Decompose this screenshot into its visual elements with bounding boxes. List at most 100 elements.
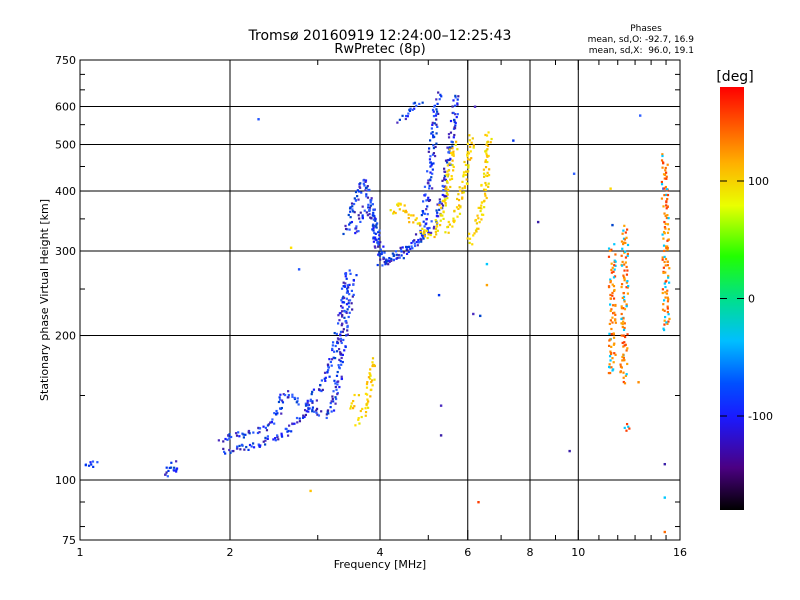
data-point-o (372, 214, 375, 217)
data-point-o (443, 178, 446, 181)
data-point-o (252, 431, 255, 434)
data-point-o (379, 241, 382, 244)
data-point-o (228, 433, 231, 436)
data-point-o (413, 239, 416, 242)
data-point-o (423, 185, 427, 188)
data-point-o (439, 404, 443, 407)
data-point-o (420, 214, 423, 217)
data-point-scattered (626, 347, 629, 350)
data-point-o (436, 203, 439, 206)
data-point-o (447, 163, 451, 166)
data-point-o (446, 158, 449, 162)
data-point-o (320, 379, 323, 382)
data-point-scattered (662, 299, 666, 302)
data-point-o (303, 409, 307, 412)
data-point-x (364, 410, 368, 414)
data-point-scattered (622, 241, 626, 244)
data-point-o (342, 281, 345, 284)
data-point-o (238, 435, 241, 438)
data-point-o (352, 283, 355, 286)
data-point-x (484, 194, 487, 197)
data-point-scattered (608, 355, 612, 358)
data-point-x (461, 196, 464, 199)
data-point-o (366, 185, 369, 188)
data-point-o (417, 241, 420, 244)
data-point-o (338, 351, 342, 354)
data-point-o (430, 164, 433, 167)
data-point-o (429, 165, 432, 168)
data-point-o (432, 110, 435, 113)
data-point-x (452, 165, 455, 169)
data-point-scattered (664, 185, 667, 189)
data-point-o (92, 465, 95, 468)
data-point-o (224, 452, 227, 455)
data-point-o (342, 301, 346, 304)
data-point-scattered (613, 352, 616, 355)
data-point-scattered (625, 281, 628, 284)
chart-title: Tromsø 20160919 12:24:00–12:25:43 (248, 28, 512, 44)
data-point-o (368, 206, 372, 209)
data-point-x (471, 243, 474, 246)
data-point-x (473, 232, 476, 235)
data-point-o (373, 231, 376, 235)
data-point-o (226, 438, 229, 441)
data-point-scattered (623, 382, 627, 385)
x-tick-label: 4 (377, 546, 384, 559)
data-point-x (433, 235, 436, 239)
data-point-o (341, 301, 344, 304)
data-point-o (309, 398, 312, 401)
data-point-x (446, 226, 449, 229)
data-point-o (349, 272, 352, 275)
data-point-x (445, 180, 449, 183)
colorbar-tick-label: -100 (748, 410, 773, 423)
data-point-o (378, 234, 381, 237)
data-point-scattered (666, 248, 669, 251)
data-point-scattered (664, 280, 667, 283)
data-point-o (280, 399, 284, 402)
data-point-o (453, 133, 456, 137)
data-point-x (349, 407, 352, 410)
data-point-o (449, 157, 452, 160)
data-point-o (431, 121, 434, 124)
data-point-o (331, 395, 334, 398)
data-point-o (346, 329, 349, 332)
data-point-o (388, 256, 391, 260)
data-point-o (432, 114, 436, 118)
data-point-x (357, 417, 360, 420)
data-point-o (341, 297, 344, 300)
data-point-scattered (625, 422, 629, 426)
data-point-o (234, 432, 238, 435)
data-point-o (431, 123, 434, 127)
data-point-o (340, 299, 343, 302)
data-point-scattered (661, 258, 664, 261)
data-point-o (382, 257, 385, 261)
data-point-o (298, 417, 301, 420)
data-point-o (364, 189, 367, 192)
data-point-x (466, 153, 469, 156)
data-point-o (274, 439, 277, 442)
data-point-o (430, 176, 433, 179)
data-point-x (456, 197, 459, 201)
data-point-o (288, 424, 291, 427)
data-point-o (340, 377, 344, 380)
data-point-o (385, 260, 389, 263)
data-point-scattered (611, 291, 614, 295)
data-point-o (448, 158, 451, 162)
data-point-o (363, 209, 366, 212)
data-point-o (277, 400, 281, 404)
data-point-o (262, 425, 265, 428)
data-point-x (427, 233, 430, 236)
data-point-scattered (661, 288, 665, 291)
data-point-scattered (664, 291, 667, 294)
data-point-o (479, 314, 482, 318)
data-point-o (252, 446, 256, 449)
data-point-o (295, 416, 299, 420)
data-point-x (477, 227, 480, 230)
data-point-o (344, 320, 347, 323)
data-point-o (359, 182, 362, 185)
data-point-o (421, 210, 425, 213)
data-point-o (312, 388, 316, 391)
data-point-o (311, 410, 314, 413)
data-point-o (454, 96, 457, 99)
data-point-o (230, 435, 233, 439)
